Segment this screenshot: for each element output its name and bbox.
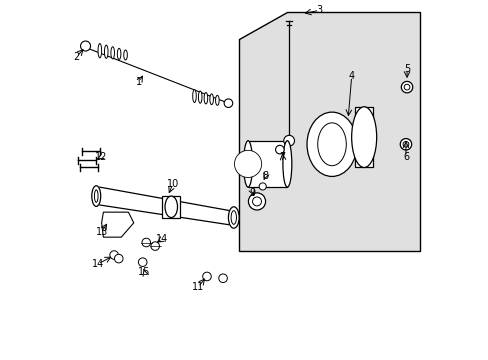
Circle shape xyxy=(218,274,227,283)
Bar xyxy=(354,107,372,167)
Text: 15: 15 xyxy=(138,267,150,277)
Text: 3: 3 xyxy=(316,5,322,15)
Ellipse shape xyxy=(283,141,291,187)
Ellipse shape xyxy=(243,141,252,187)
Text: 1: 1 xyxy=(136,77,142,87)
Circle shape xyxy=(142,238,150,247)
Text: 9: 9 xyxy=(249,188,255,198)
Ellipse shape xyxy=(164,196,177,217)
Text: 6: 6 xyxy=(402,152,408,162)
Bar xyxy=(162,196,180,217)
Ellipse shape xyxy=(198,91,202,103)
Ellipse shape xyxy=(111,47,114,59)
Ellipse shape xyxy=(248,193,265,210)
Circle shape xyxy=(110,251,118,259)
Text: 10: 10 xyxy=(166,179,179,189)
Text: 13: 13 xyxy=(95,227,107,237)
Ellipse shape xyxy=(228,207,239,228)
Ellipse shape xyxy=(117,48,121,59)
Circle shape xyxy=(404,84,409,90)
Circle shape xyxy=(402,141,408,147)
Circle shape xyxy=(224,99,232,108)
Circle shape xyxy=(138,258,147,266)
Circle shape xyxy=(239,155,257,173)
Circle shape xyxy=(234,150,261,177)
Ellipse shape xyxy=(231,211,236,224)
Ellipse shape xyxy=(92,186,101,206)
Text: 5: 5 xyxy=(403,64,409,74)
Circle shape xyxy=(400,139,411,150)
Circle shape xyxy=(283,135,294,146)
Ellipse shape xyxy=(94,190,98,202)
Circle shape xyxy=(81,41,90,51)
Bar xyxy=(247,141,287,187)
Polygon shape xyxy=(239,12,419,251)
Text: 14: 14 xyxy=(92,259,104,269)
Text: 11: 11 xyxy=(192,282,204,292)
Ellipse shape xyxy=(252,197,261,206)
Ellipse shape xyxy=(123,50,127,60)
Text: 2: 2 xyxy=(73,52,80,62)
Text: 14: 14 xyxy=(156,234,168,244)
Text: 7: 7 xyxy=(279,152,285,162)
Text: 4: 4 xyxy=(348,71,354,81)
Circle shape xyxy=(259,183,266,190)
Ellipse shape xyxy=(215,95,219,105)
Circle shape xyxy=(114,254,123,263)
Ellipse shape xyxy=(351,107,376,167)
Ellipse shape xyxy=(317,123,346,166)
Text: 12: 12 xyxy=(95,152,107,162)
Ellipse shape xyxy=(203,93,207,104)
Ellipse shape xyxy=(104,45,108,58)
Ellipse shape xyxy=(209,94,213,105)
Ellipse shape xyxy=(306,112,356,176)
Polygon shape xyxy=(102,212,134,237)
Text: 8: 8 xyxy=(262,171,268,181)
Ellipse shape xyxy=(192,90,196,103)
Circle shape xyxy=(401,81,412,93)
Ellipse shape xyxy=(98,44,102,58)
Circle shape xyxy=(151,242,159,250)
Circle shape xyxy=(275,145,284,154)
Circle shape xyxy=(203,272,211,281)
